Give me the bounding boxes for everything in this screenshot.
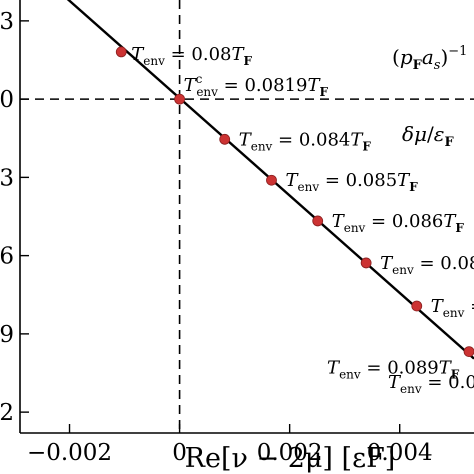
point-label: Tenv = 0.085TF [285, 170, 418, 194]
x-axis-label: Re[ν − 2μ] [εF] [185, 443, 396, 474]
data-points [115, 46, 474, 358]
point-labels: Tenv = 0.08TF Tc env = 0.0819TF Tenv = 0.08… [131, 44, 474, 396]
y-tick-label: 2 [0, 400, 14, 426]
point-label: Tenv = 0.086TF [332, 211, 465, 235]
side-annotation-inverse-length: (pFas)−1 [392, 44, 467, 73]
offscreen-point-label: Tenv = 0.09 [388, 372, 474, 396]
point-label: Tenv = 0.089TF [327, 358, 460, 382]
data-point [312, 215, 324, 227]
y-tick-label: 06 [0, 244, 14, 270]
x-tick-label: 0.002 [257, 440, 323, 466]
data-point [174, 93, 185, 105]
y-tick-label: 09 [0, 322, 14, 348]
data-point [411, 300, 423, 312]
data-point [115, 46, 127, 58]
side-annotations: (pFas)−1 δμ/εF [392, 44, 467, 150]
y-tick-label: 03 [0, 165, 14, 191]
side-annotation-delta-mu: δμ/εF [402, 122, 455, 150]
data-point [266, 174, 277, 186]
data-point [463, 346, 474, 358]
y-tick-label: 03 [0, 9, 14, 35]
data-point [219, 133, 231, 145]
point-label: Tenv = 0.087TF [380, 253, 474, 277]
reference-lines [20, 0, 474, 433]
point-label: Tenv = 0.08TF [131, 44, 252, 68]
x-tick-label: −0.002 [27, 440, 112, 466]
fit-line-group [66, 0, 474, 360]
fit-line [66, 0, 474, 360]
point-label: Tenv = 0.088TF [431, 296, 474, 320]
x-tick-label: 0.004 [367, 440, 433, 466]
axis-ticks: −0.002 0 0.002 0.004 03 0 03 06 09 2 [0, 9, 433, 466]
point-label: Tenv = 0.084TF [239, 129, 372, 153]
x-tick-label: 0 [172, 440, 187, 466]
data-point [360, 257, 372, 269]
point-label: Tc env = 0.0819TF [184, 72, 329, 99]
plot-frame [19, 0, 474, 434]
y-tick-label: 0 [0, 87, 14, 113]
